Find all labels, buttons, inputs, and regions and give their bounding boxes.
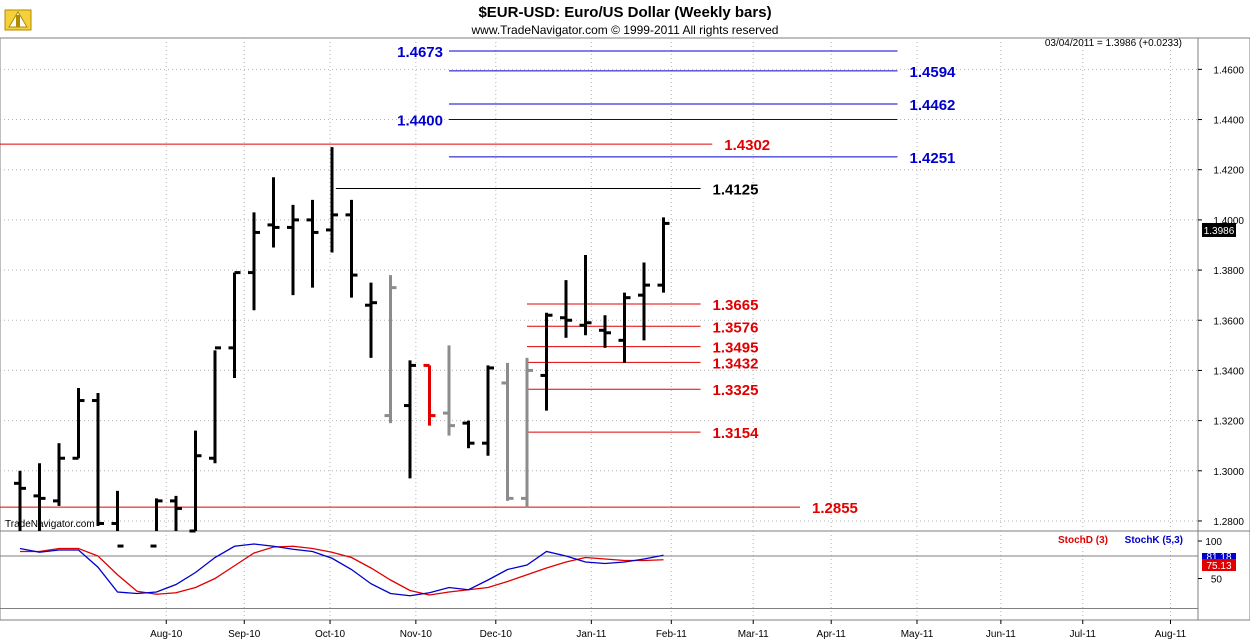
month-tick-label: Dec-10 (480, 629, 513, 640)
month-tick-label: Jul-11 (1070, 629, 1097, 640)
price-axis-panel (1197, 37, 1250, 532)
tradenavigator-logo-icon (4, 9, 32, 31)
price-panel (0, 37, 1199, 532)
ohlc-bars (14, 147, 670, 548)
price-tick-label: 1.4600 (1213, 65, 1244, 76)
month-tick-label: Nov-10 (400, 629, 433, 640)
level-label: 1.3495 (713, 340, 759, 357)
stochd-line (20, 545, 664, 596)
price-tick-label: 1.3600 (1213, 316, 1244, 327)
stoch-value-tags: 81.18 75.13 (1202, 552, 1236, 572)
month-tick-label: May-11 (901, 629, 934, 640)
month-tick-label: Feb-11 (656, 629, 687, 640)
level-label: 1.4673 (397, 44, 443, 61)
indicator-tick-label: 50 (1211, 575, 1223, 586)
month-tick-label: Jun-11 (986, 629, 1016, 640)
level-label: 1.3325 (713, 382, 759, 399)
level-label: 1.4125 (713, 182, 759, 199)
level-label: 1.4400 (397, 113, 443, 130)
stochk-line (19, 543, 664, 597)
stochd-value-label: 75.13 (1206, 561, 1231, 572)
chart-title: $EUR-USD: Euro/US Dollar (Weekly bars) (478, 4, 771, 21)
price-tick-label: 1.3400 (1213, 366, 1244, 377)
indicator-panel (0, 530, 1199, 621)
level-label: 1.3665 (713, 297, 759, 314)
stochastic-lines (0, 543, 1198, 609)
level-label: 1.3154 (713, 425, 760, 442)
level-label: 1.3432 (713, 355, 759, 372)
stochk-legend: StochK (5,3) (1125, 535, 1183, 546)
price-tick-label: 1.3000 (1213, 467, 1244, 478)
stochd-legend: StochD (3) (1058, 535, 1108, 546)
price-tick-label: 1.4200 (1213, 166, 1244, 177)
level-label: 1.4302 (724, 137, 770, 154)
month-tick-label: Apr-11 (817, 629, 847, 640)
month-tick-label: Oct-10 (315, 629, 345, 640)
level-label: 1.4594 (910, 64, 957, 81)
month-tick-label: Sep-10 (228, 629, 261, 640)
month-tick-label: Aug-10 (150, 629, 183, 640)
axis-labels: 1.4600 1.4400 1.4200 1.4000 1.3800 1.3600 1.34… (150, 65, 1244, 640)
watermark-text: TradeNavigator.com (5, 519, 95, 530)
indicator-tick-label: 100 (1205, 537, 1222, 548)
price-tick-label: 1.3200 (1213, 417, 1244, 428)
level-label: 1.4251 (910, 150, 956, 167)
level-label: 1.4462 (910, 97, 956, 114)
stochk-value-label: 81.18 (1206, 552, 1231, 563)
level-lines: 1.4673 1.4594 1.4462 1.4400 1.4302 1.4251 1.41… (0, 44, 956, 517)
price-tick-label: 1.4000 (1213, 216, 1244, 227)
price-tick-label: 1.4400 (1213, 116, 1244, 127)
copyright-text: www.TradeNavigator.com © 1999-2011 All r… (471, 23, 779, 37)
price-tick-label: 1.3800 (1213, 266, 1244, 277)
month-tick-label: Mar-11 (738, 629, 769, 640)
level-label: 1.2855 (812, 500, 858, 517)
month-tick-label: Jan-11 (576, 629, 606, 640)
level-label: 1.3576 (713, 319, 759, 336)
month-tick-label: Aug-11 (1155, 629, 1187, 640)
indicator-axis-panel (1197, 530, 1250, 621)
last-price-label: 1.3986 (1204, 226, 1235, 237)
last-price-tag: 1.3986 (1202, 223, 1236, 237)
price-tick-label: 1.2800 (1213, 517, 1244, 528)
last-update-text: 03/04/2011 = 1.3986 (+0.0233) (1045, 38, 1182, 49)
